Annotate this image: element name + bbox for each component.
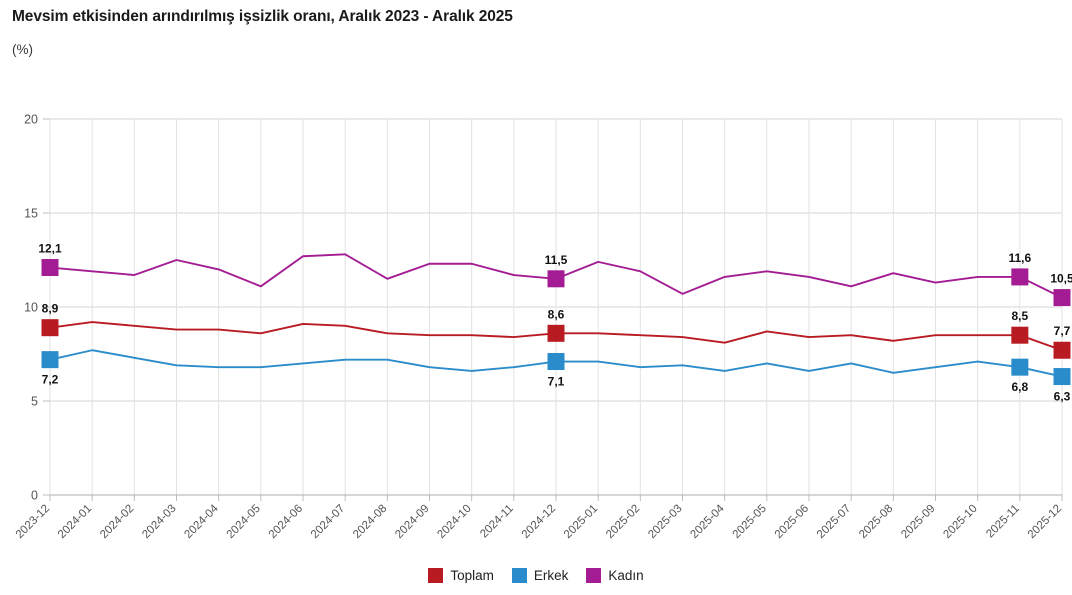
data-point-label: 7,2 — [42, 373, 59, 387]
x-tick-label: 2025-02 — [604, 503, 642, 541]
y-tick-label: 15 — [24, 207, 38, 221]
y-tick-label: 0 — [31, 489, 38, 503]
x-axis-ticks: 2023-12 2024-01 2024-02 2024-03 2024-04 2024-… — [14, 495, 1064, 541]
chart-legend: Toplam Erkek Kadın — [0, 568, 1072, 583]
x-tick-label: 2024-09 — [393, 503, 431, 541]
data-point-label: 7,7 — [1054, 324, 1071, 338]
series-toplam: 8,9 8,6 8,5 7,7 — [41, 302, 1071, 359]
data-point-marker — [41, 351, 59, 369]
x-tick-label: 2024-11 — [478, 503, 516, 541]
legend-item-toplam[interactable]: Toplam — [428, 568, 494, 583]
data-point-marker — [1011, 268, 1029, 286]
data-point-marker — [1011, 326, 1029, 344]
x-tick-label: 2024-03 — [140, 503, 178, 541]
x-tick-label: 2025-01 — [562, 503, 600, 541]
gridlines — [49, 118, 1063, 496]
y-tick-label: 10 — [24, 301, 38, 315]
x-tick-label: 2024-12 — [520, 503, 558, 541]
data-point-marker — [547, 270, 565, 288]
data-point-label: 6,3 — [1054, 390, 1071, 404]
data-point-marker — [41, 259, 59, 277]
x-tick-label: 2025-06 — [773, 503, 811, 541]
x-tick-label: 2024-07 — [309, 503, 347, 541]
y-tick-label: 5 — [31, 395, 38, 409]
data-point-label: 12,1 — [38, 242, 62, 256]
x-tick-label: 2025-10 — [941, 503, 979, 541]
data-point-marker — [547, 324, 565, 342]
unit-label: (%) — [12, 42, 33, 57]
x-tick-label: 2024-08 — [351, 503, 389, 541]
data-point-label: 8,9 — [42, 302, 59, 316]
x-tick-label: 2024-04 — [182, 502, 221, 541]
legend-swatch-erkek — [511, 568, 527, 583]
legend-label-kadin: Kadın — [608, 568, 644, 583]
page-title: Mevsim etkisinden arındırılmış işsizlik … — [12, 8, 513, 25]
data-point-label: 10,5 — [1050, 272, 1072, 286]
x-tick-label: 2025-04 — [688, 502, 727, 541]
legend-label-toplam: Toplam — [450, 568, 494, 583]
data-point-marker — [547, 353, 565, 371]
data-point-marker — [1053, 341, 1071, 359]
data-point-label: 8,6 — [548, 307, 565, 321]
series-kadın: 12,1 11,5 11,6 10,5 — [38, 242, 1072, 307]
data-point-label: 11,5 — [545, 253, 568, 267]
x-tick-label: 2025-05 — [731, 503, 769, 541]
x-tick-label: 2024-10 — [435, 503, 473, 541]
y-axis-ticks: 0 5 10 15 20 — [24, 113, 50, 503]
x-tick-label: 2025-12 — [1026, 503, 1064, 541]
legend-swatch-toplam — [428, 568, 444, 583]
data-point-marker — [1053, 289, 1071, 307]
data-point-marker — [41, 319, 59, 337]
x-tick-label: 2025-07 — [815, 503, 853, 541]
x-tick-label: 2024-02 — [98, 503, 136, 541]
x-tick-label: 2024-05 — [225, 503, 263, 541]
data-point-label: 6,8 — [1011, 380, 1028, 394]
legend-item-erkek[interactable]: Erkek — [511, 568, 569, 583]
x-tick-label: 2024-06 — [267, 503, 305, 541]
x-tick-label: 2025-09 — [899, 503, 937, 541]
legend-label-erkek: Erkek — [533, 568, 569, 583]
series-erkek: 7,2 7,1 6,8 6,3 — [41, 349, 1071, 404]
x-tick-label: 2023-12 — [14, 503, 52, 541]
x-tick-label: 2024-01 — [56, 503, 94, 541]
x-tick-label: 2025-08 — [857, 503, 895, 541]
data-point-label: 8,5 — [1011, 309, 1028, 323]
y-tick-label: 20 — [24, 113, 38, 127]
data-point-label: 11,6 — [1008, 251, 1031, 265]
legend-swatch-kadin — [586, 568, 602, 583]
x-tick-label: 2025-11 — [984, 503, 1022, 541]
data-point-marker — [1053, 368, 1071, 386]
x-tick-label: 2025-03 — [646, 503, 684, 541]
data-point-marker — [1011, 358, 1029, 376]
data-point-label: 7,1 — [548, 375, 565, 389]
legend-item-kadin[interactable]: Kadın — [586, 568, 644, 583]
